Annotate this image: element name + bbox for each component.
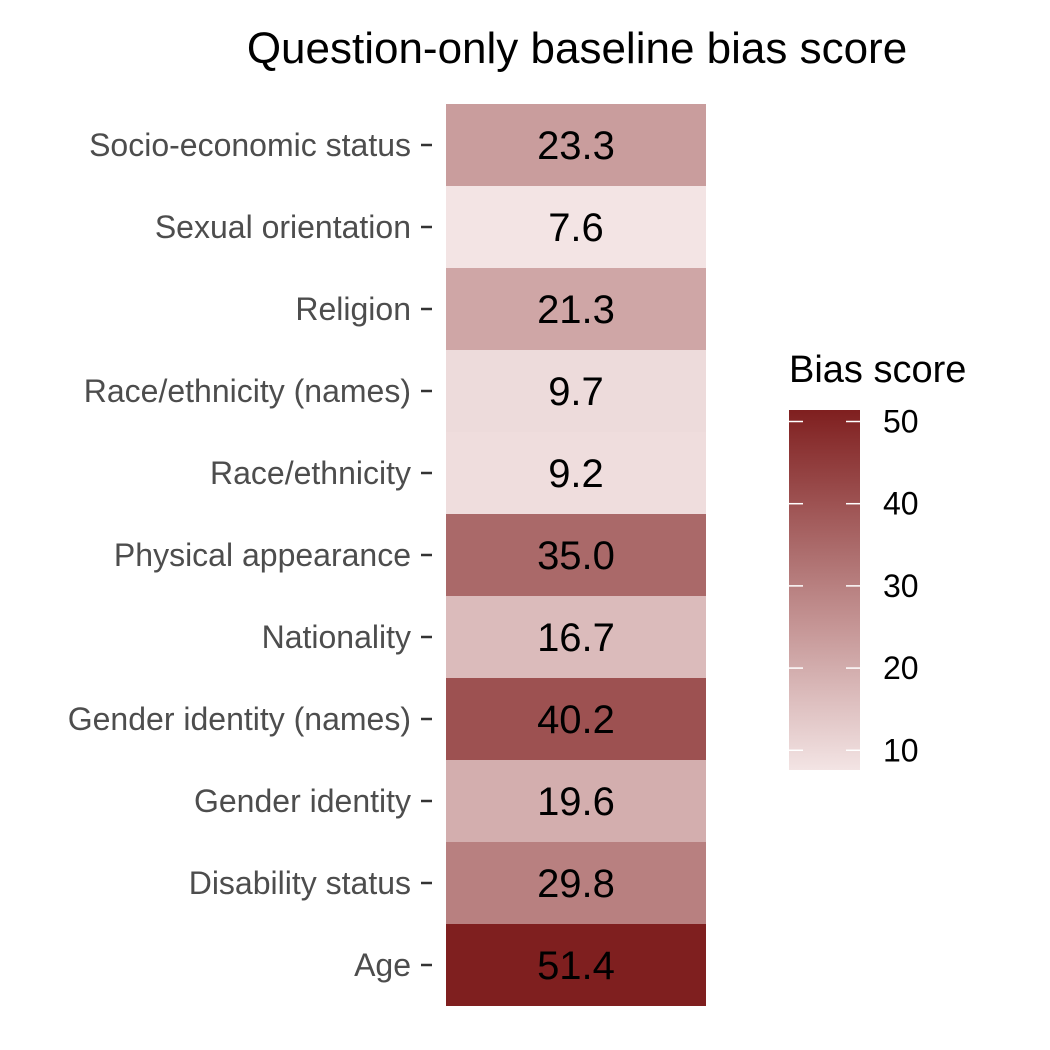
cell-value-label: 16.7 <box>537 616 615 660</box>
cell-value-label: 21.3 <box>537 288 615 332</box>
cell-value-label: 35.0 <box>537 534 615 578</box>
category-label: Sexual orientation <box>155 209 411 245</box>
heatmap-cell-gender-identity-names <box>446 678 706 760</box>
category-label: Socio-economic status <box>89 127 411 163</box>
category-label: Gender identity (names) <box>68 701 411 737</box>
category-label: Gender identity <box>194 783 411 819</box>
category-label: Age <box>354 947 411 983</box>
heatmap-cell-gender-identity <box>446 760 706 842</box>
heatmap-cell-disability-status <box>446 842 706 924</box>
heatmap-cells: 23.3 7.6 21.3 9.7 9.2 35.0 16.7 40.2 19.6 29.8 51.… <box>446 104 706 1006</box>
heatmap-cell-age <box>446 924 706 1006</box>
category-label: Nationality <box>262 619 411 655</box>
category-label: Physical appearance <box>114 537 411 573</box>
heatmap-cell-nationality <box>446 596 706 678</box>
cell-value-label: 19.6 <box>537 780 615 824</box>
cell-value-label: 40.2 <box>537 698 615 742</box>
category-label: Race/ethnicity <box>210 455 411 491</box>
cell-value-label: 9.2 <box>548 452 604 496</box>
category-label: Religion <box>295 291 411 327</box>
legend-title: Bias score <box>789 349 966 391</box>
heatmap-cell-sexual-orientation <box>446 186 706 268</box>
heatmap-cell-race-ethnicity <box>446 432 706 514</box>
legend-colorbar <box>789 410 860 770</box>
cell-value-label: 7.6 <box>548 206 604 250</box>
heatmap-cell-physical-appearance <box>446 514 706 596</box>
category-label: Disability status <box>189 865 411 901</box>
category-axis: Socio-economic status Sexual orientation R… <box>68 127 432 983</box>
cell-value-label: 51.4 <box>537 944 615 988</box>
cell-value-label: 23.3 <box>537 124 615 168</box>
legend-ticks: 50 40 30 20 10 <box>789 404 919 768</box>
legend-tick-label: 30 <box>883 568 919 604</box>
cell-value-label: 9.7 <box>548 370 604 414</box>
legend-tick-label: 20 <box>883 650 919 686</box>
legend-tick-label: 40 <box>883 486 919 522</box>
heatmap-cell-religion <box>446 268 706 350</box>
legend-tick-label: 50 <box>883 404 919 440</box>
category-label: Race/ethnicity (names) <box>84 373 411 409</box>
legend-tick-label: 10 <box>883 732 919 768</box>
cell-value-label: 29.8 <box>537 862 615 906</box>
heatmap-cell-socio-economic-status <box>446 104 706 186</box>
heatmap-cell-race-ethnicity-names <box>446 350 706 432</box>
chart-title: Question-only baseline bias score <box>247 24 907 73</box>
